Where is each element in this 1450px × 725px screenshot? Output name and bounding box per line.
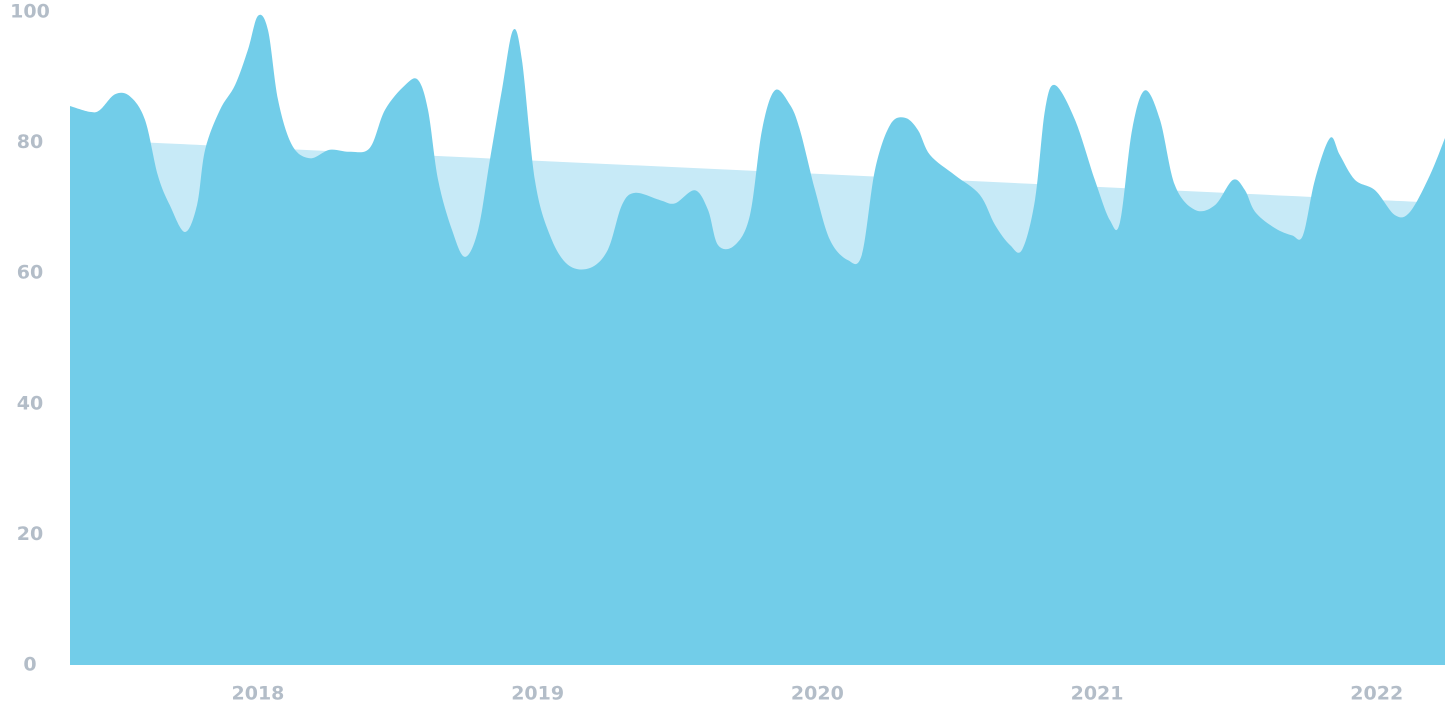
y-tick-label: 80 bbox=[17, 131, 43, 153]
x-tick-label: 2021 bbox=[1071, 683, 1124, 705]
x-tick-label: 2020 bbox=[791, 683, 844, 705]
y-tick-label: 60 bbox=[17, 262, 43, 284]
area bbox=[70, 14, 1445, 665]
y-tick-label: 40 bbox=[17, 392, 43, 414]
y-tick-label: 100 bbox=[10, 1, 50, 23]
x-tick-label: 2018 bbox=[232, 683, 285, 705]
x-tick-label: 2019 bbox=[511, 683, 564, 705]
y-tick-label: 20 bbox=[17, 523, 43, 545]
y-tick-label: 0 bbox=[23, 654, 36, 676]
x-tick-label: 2022 bbox=[1350, 683, 1403, 705]
